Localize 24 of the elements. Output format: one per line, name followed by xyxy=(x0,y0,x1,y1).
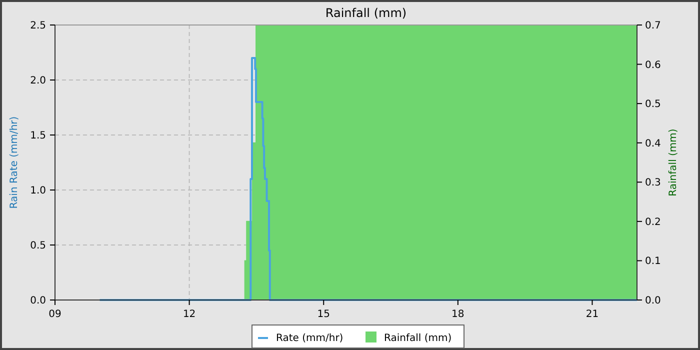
x-tick-label: 21 xyxy=(586,309,599,320)
y-tick-label: 0.0 xyxy=(30,296,46,306)
legend-label: Rate (mm/hr) xyxy=(276,333,344,344)
y2-tick-label: 0.3 xyxy=(645,178,661,189)
y2-tick-label: 0.2 xyxy=(645,216,661,228)
legend-label: Rainfall (mm) xyxy=(384,333,452,344)
chart-title: Rainfall (mm) xyxy=(325,6,407,20)
y-tick-label: 1.5 xyxy=(30,130,46,142)
x-tick-label: 09 xyxy=(48,309,62,320)
y2-tick-label: 0.5 xyxy=(645,99,661,110)
y2-axis-title: Rainfall (mm) xyxy=(668,128,679,196)
y-tick-label: 0.5 xyxy=(30,240,46,252)
y2-tick-label: 0.6 xyxy=(645,60,661,71)
y-tick-label: 2.0 xyxy=(30,76,46,86)
y-tick-label: 2.5 xyxy=(30,20,46,32)
y2-tick-label: 0.4 xyxy=(645,138,661,150)
x-tick-label: 15 xyxy=(317,309,330,320)
y-tick-label: 1.0 xyxy=(30,186,46,196)
y2-tick-label: 0.0 xyxy=(645,296,661,306)
x-tick-label: 18 xyxy=(452,309,464,320)
y-axis-title: Rain Rate (mm/hr) xyxy=(9,116,20,209)
y2-tick-label: 0.1 xyxy=(645,256,661,268)
x-tick-label: 12 xyxy=(182,309,196,320)
y2-tick-label: 0.7 xyxy=(645,20,661,32)
